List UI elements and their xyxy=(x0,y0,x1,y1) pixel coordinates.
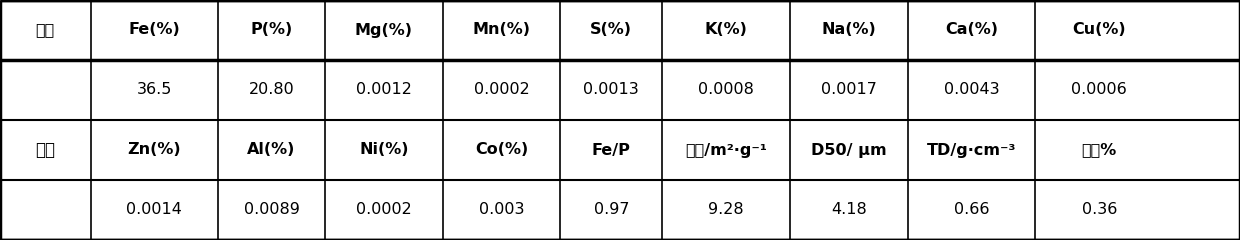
Text: 0.0006: 0.0006 xyxy=(1071,83,1127,97)
Text: 9.28: 9.28 xyxy=(708,203,744,217)
Text: 20.80: 20.80 xyxy=(249,83,294,97)
Text: Mg(%): Mg(%) xyxy=(355,23,413,37)
Text: 结果: 结果 xyxy=(35,141,56,159)
Text: Fe/P: Fe/P xyxy=(591,143,631,157)
Text: P(%): P(%) xyxy=(250,23,293,37)
Text: Na(%): Na(%) xyxy=(821,23,877,37)
Text: D50/ μm: D50/ μm xyxy=(811,143,887,157)
Text: 0.97: 0.97 xyxy=(594,203,629,217)
Bar xyxy=(1,117,89,123)
Text: 0.0008: 0.0008 xyxy=(698,83,754,97)
Text: 0.0043: 0.0043 xyxy=(944,83,999,97)
Text: TD/g·cm⁻³: TD/g·cm⁻³ xyxy=(926,143,1017,157)
Text: 总水%: 总水% xyxy=(1081,143,1117,157)
Text: 0.0012: 0.0012 xyxy=(356,83,412,97)
Text: 0.0017: 0.0017 xyxy=(821,83,877,97)
Text: 4.18: 4.18 xyxy=(831,203,867,217)
Text: Cu(%): Cu(%) xyxy=(1073,23,1126,37)
Text: 0.66: 0.66 xyxy=(954,203,990,217)
Text: Co(%): Co(%) xyxy=(475,143,528,157)
Text: S(%): S(%) xyxy=(590,23,632,37)
Text: Fe(%): Fe(%) xyxy=(129,23,180,37)
Text: 0.36: 0.36 xyxy=(1081,203,1117,217)
Text: 0.0014: 0.0014 xyxy=(126,203,182,217)
Text: 0.0013: 0.0013 xyxy=(584,83,639,97)
Text: Mn(%): Mn(%) xyxy=(472,23,531,37)
Text: Ni(%): Ni(%) xyxy=(360,143,408,157)
Text: Ca(%): Ca(%) xyxy=(945,23,998,37)
Text: 36.5: 36.5 xyxy=(136,83,172,97)
Text: Al(%): Al(%) xyxy=(247,143,296,157)
Text: 0.0002: 0.0002 xyxy=(474,83,529,97)
Text: 0.0002: 0.0002 xyxy=(356,203,412,217)
Text: 0.0089: 0.0089 xyxy=(243,203,300,217)
Text: Zn(%): Zn(%) xyxy=(128,143,181,157)
Text: 比表/m²·g⁻¹: 比表/m²·g⁻¹ xyxy=(684,143,768,157)
Text: K(%): K(%) xyxy=(704,23,748,37)
Bar xyxy=(1,177,89,183)
Text: 项目: 项目 xyxy=(36,23,55,37)
Text: 0.003: 0.003 xyxy=(479,203,525,217)
